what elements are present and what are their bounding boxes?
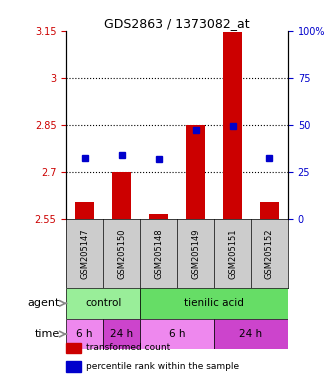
Bar xyxy=(75,202,94,219)
Bar xyxy=(223,32,242,219)
Bar xyxy=(103,319,140,349)
Bar xyxy=(140,319,214,349)
Bar xyxy=(66,319,103,349)
Text: control: control xyxy=(85,298,121,308)
Text: 24 h: 24 h xyxy=(239,329,262,339)
Bar xyxy=(66,288,140,319)
Bar xyxy=(140,288,288,319)
Text: 6 h: 6 h xyxy=(76,329,93,339)
Text: agent: agent xyxy=(27,298,60,308)
Text: GSM205152: GSM205152 xyxy=(265,228,274,279)
Text: 6 h: 6 h xyxy=(169,329,185,339)
Text: GSM205150: GSM205150 xyxy=(117,228,126,279)
Text: 24 h: 24 h xyxy=(110,329,133,339)
Text: GSM205147: GSM205147 xyxy=(80,228,89,279)
Title: GDS2863 / 1373082_at: GDS2863 / 1373082_at xyxy=(104,17,250,30)
Text: GSM205151: GSM205151 xyxy=(228,228,237,279)
Text: GSM205148: GSM205148 xyxy=(154,228,163,279)
Text: tienilic acid: tienilic acid xyxy=(184,298,244,308)
Bar xyxy=(260,202,279,219)
Text: GSM205149: GSM205149 xyxy=(191,228,200,279)
Text: time: time xyxy=(34,329,60,339)
Text: percentile rank within the sample: percentile rank within the sample xyxy=(86,362,239,371)
Bar xyxy=(149,214,168,219)
Bar xyxy=(113,172,131,219)
Bar xyxy=(186,125,205,219)
Text: transformed count: transformed count xyxy=(86,343,170,353)
Bar xyxy=(214,319,288,349)
